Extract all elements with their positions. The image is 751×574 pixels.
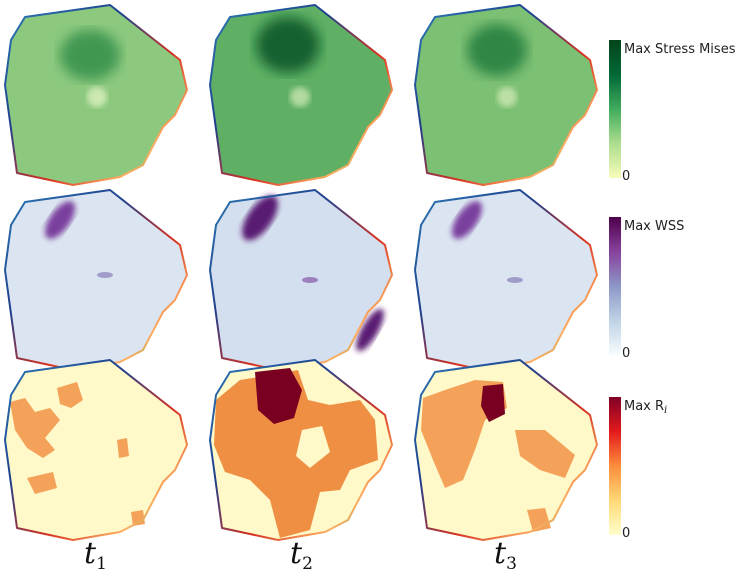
risk-region [57, 382, 83, 408]
row-stress [4, 4, 598, 186]
center-artifact [87, 87, 107, 107]
column-label-sub: 3 [506, 554, 517, 574]
boundary-line [414, 189, 598, 371]
column-label-main: t [84, 536, 97, 571]
risk-region [27, 472, 57, 494]
panel-ri-t3 [414, 359, 598, 541]
panel-wss-t3 [414, 189, 598, 371]
column-label-main: t [290, 536, 303, 571]
colorbar-min-label: 0 [622, 346, 630, 361]
colorbar-max-label: Max Ri [624, 399, 667, 416]
colorbar-max-text: Max R [624, 399, 664, 414]
risk-core [481, 384, 505, 422]
risk-region [214, 370, 378, 538]
risk-gap [296, 426, 330, 468]
boundary-line [209, 189, 393, 371]
panel-stress-t3 [414, 4, 598, 186]
stress-hotspot [467, 24, 527, 76]
column-label-sub: 1 [96, 554, 107, 574]
panel-wss-t1 [4, 189, 188, 371]
boundary-line [414, 359, 598, 541]
wss-center [507, 277, 523, 283]
colorbar-gradient [609, 397, 621, 535]
panel-stress-t2 [209, 4, 393, 186]
colorbar-stress: Max Stress Mises 0 [609, 40, 736, 184]
panel-stress-t1 [4, 4, 188, 186]
colorbar-max-sub: i [664, 405, 667, 416]
panel-wss-t2 [209, 189, 393, 371]
colorbar-min-label: 0 [622, 169, 630, 184]
risk-core [255, 368, 302, 424]
column-label-t3: t3 [494, 536, 517, 574]
panel-ri-t1 [4, 359, 188, 541]
colorbar-max-label: Max Stress Mises [624, 42, 736, 57]
colorbar-wss: Max WSS 0 [609, 217, 684, 361]
risk-region [131, 510, 145, 526]
boundary-line [4, 359, 188, 541]
boundary-line [414, 4, 598, 186]
risk-region [10, 398, 60, 458]
wss-center [302, 277, 318, 283]
boundary-line [4, 4, 188, 186]
column-label-t1: t1 [84, 536, 107, 574]
column-label-sub: 2 [302, 554, 313, 574]
row-ri [4, 359, 598, 541]
stress-hotspot [60, 30, 120, 80]
column-label-main: t [494, 536, 507, 571]
colorbar-ri: Max Ri 0 [609, 397, 667, 541]
colorbar-gradient [609, 40, 621, 178]
center-artifact [497, 87, 517, 107]
boundary-line [209, 4, 393, 186]
wss-hotspot [44, 201, 76, 239]
wss-hotspot-lower [356, 308, 384, 352]
boundary-line [209, 359, 393, 541]
vessel-section [5, 190, 187, 370]
vessel-section [5, 360, 187, 540]
wss-hotspot [451, 201, 483, 239]
column-labels: t1 t2 t3 [84, 536, 517, 574]
wss-center [97, 272, 113, 278]
row-wss [4, 189, 598, 371]
vessel-section [415, 190, 597, 370]
wss-hotspot [242, 195, 278, 241]
boundary-line [4, 189, 188, 371]
panel-ri-t2 [209, 359, 393, 541]
center-artifact [290, 87, 310, 107]
colorbar-min-label: 0 [622, 526, 630, 541]
colorbar-gradient [609, 217, 621, 355]
colorbar-max-label: Max WSS [624, 219, 684, 234]
risk-region [515, 430, 575, 478]
risk-region [117, 438, 129, 458]
stress-hotspot [256, 17, 320, 73]
column-label-t2: t2 [290, 536, 313, 574]
risk-region [527, 508, 551, 532]
